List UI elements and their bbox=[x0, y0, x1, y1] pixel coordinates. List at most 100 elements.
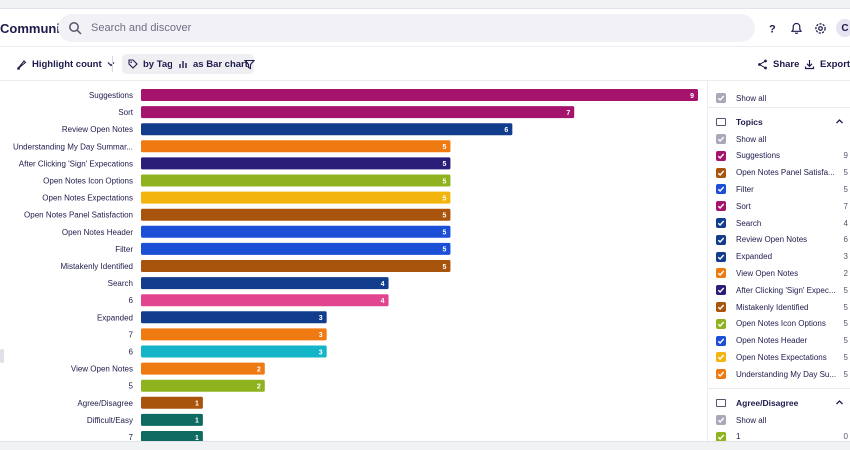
bar[interactable] bbox=[141, 379, 265, 392]
group-show-all-checkbox[interactable]: Show all bbox=[716, 413, 850, 427]
legend-item[interactable]: Open Notes Expectations 5 bbox=[716, 350, 850, 364]
category-label: Mistakenly Identified bbox=[61, 262, 133, 271]
legend-label: Open Notes Panel Satisfa... bbox=[736, 168, 835, 178]
legend-item[interactable]: Understanding My Day Su... 5 bbox=[716, 367, 850, 381]
legend-item[interactable]: View Open Notes 2 bbox=[716, 266, 850, 280]
bar[interactable] bbox=[141, 157, 451, 170]
group-by-tag-button[interactable]: by Tag bbox=[122, 54, 179, 74]
bar[interactable] bbox=[141, 362, 265, 375]
checkbox[interactable] bbox=[716, 218, 726, 228]
gear-icon[interactable] bbox=[812, 20, 828, 36]
legend-label: Open Notes Expectations bbox=[736, 352, 827, 362]
legend-count: 3 bbox=[843, 252, 848, 262]
legend-item[interactable]: Sort 7 bbox=[716, 199, 850, 213]
chart-toolbar: Highlight count by Tag as Bar chart Shar… bbox=[0, 47, 850, 81]
checkbox[interactable] bbox=[716, 369, 726, 380]
bar[interactable] bbox=[141, 311, 327, 324]
legend-item[interactable]: Review Open Notes 6 bbox=[716, 233, 850, 247]
user-avatar[interactable]: C bbox=[836, 19, 850, 37]
bar[interactable] bbox=[141, 208, 451, 221]
bar[interactable] bbox=[141, 260, 451, 272]
svg-text:?: ? bbox=[769, 24, 776, 35]
checkbox[interactable] bbox=[716, 251, 726, 262]
share-button[interactable]: Share bbox=[757, 54, 799, 74]
legend-item[interactable]: Expanded 3 bbox=[716, 250, 850, 264]
bar[interactable] bbox=[141, 345, 327, 358]
legend-count: 5 bbox=[843, 302, 848, 312]
checkbox[interactable] bbox=[716, 335, 726, 346]
highlight-count-dropdown[interactable]: Highlight count bbox=[16, 54, 115, 74]
category-label: Open Notes Icon Options bbox=[43, 177, 133, 186]
legend-item[interactable]: Open Notes Icon Options 5 bbox=[716, 317, 850, 331]
checkbox[interactable] bbox=[716, 415, 726, 425]
legend-item[interactable]: Search 4 bbox=[716, 216, 850, 230]
bar[interactable] bbox=[141, 413, 203, 426]
legend-item[interactable]: After Clicking 'Sign' Expec... 5 bbox=[716, 283, 850, 297]
checkbox[interactable] bbox=[716, 431, 726, 441]
help-icon[interactable]: ? bbox=[764, 20, 780, 36]
highlight-count-label: Highlight count bbox=[32, 58, 102, 70]
bar[interactable] bbox=[141, 89, 698, 101]
filter-icon bbox=[244, 59, 255, 69]
legend-label: Understanding My Day Su... bbox=[736, 369, 837, 379]
group-show-all-checkbox[interactable]: Show all bbox=[716, 132, 850, 146]
category-label: 5 bbox=[129, 382, 134, 391]
category-label: Open Notes Header bbox=[62, 228, 133, 237]
bar[interactable] bbox=[141, 328, 327, 341]
checkbox[interactable] bbox=[716, 150, 726, 161]
bell-icon[interactable] bbox=[788, 20, 804, 36]
checkbox[interactable] bbox=[716, 285, 726, 296]
checkbox[interactable] bbox=[716, 167, 726, 178]
checkbox[interactable] bbox=[716, 268, 726, 279]
legend-item[interactable]: Suggestions 9 bbox=[716, 149, 850, 163]
resize-handle[interactable] bbox=[0, 349, 4, 363]
legend-item[interactable]: Open Notes Header 5 bbox=[716, 334, 850, 348]
legend-label: Show all bbox=[736, 134, 767, 144]
bar[interactable] bbox=[141, 123, 513, 136]
legend-count: 5 bbox=[843, 369, 848, 379]
filter-button[interactable] bbox=[244, 54, 255, 74]
legend-label: Suggestions bbox=[736, 151, 781, 161]
checkbox[interactable] bbox=[716, 318, 726, 329]
legend-item[interactable]: Mistakenly Identified 5 bbox=[716, 300, 850, 314]
bar[interactable] bbox=[141, 225, 451, 238]
legend-item[interactable]: Open Notes Panel Satisfa... 5 bbox=[716, 166, 850, 180]
legend-count: 5 bbox=[843, 352, 848, 362]
chevron-down-icon bbox=[107, 62, 115, 67]
bar[interactable] bbox=[141, 242, 451, 255]
checkbox[interactable] bbox=[716, 201, 726, 212]
checkbox[interactable] bbox=[716, 93, 726, 103]
category-label: Agree/Disagree bbox=[77, 399, 133, 408]
checkbox[interactable] bbox=[716, 302, 726, 312]
legend-group-header[interactable]: Topics bbox=[716, 114, 850, 130]
bar-value-label: 5 bbox=[443, 178, 447, 185]
bar[interactable] bbox=[141, 106, 575, 119]
legend-group-title: Topics bbox=[736, 117, 763, 127]
chart-type-button[interactable]: as Bar chart bbox=[172, 54, 254, 74]
bar[interactable] bbox=[141, 174, 451, 187]
checkbox[interactable] bbox=[716, 134, 726, 144]
checkbox[interactable] bbox=[716, 234, 726, 245]
category-label: 7 bbox=[129, 433, 134, 442]
legend-group-header[interactable]: Agree/Disagree bbox=[716, 395, 850, 411]
legend-count: 5 bbox=[843, 184, 848, 194]
bar[interactable] bbox=[141, 191, 451, 204]
bar[interactable] bbox=[141, 294, 389, 307]
bar[interactable] bbox=[141, 277, 389, 290]
legend-item[interactable]: Filter 5 bbox=[716, 182, 850, 196]
bar-value-label: 7 bbox=[566, 110, 570, 117]
chevron-up-icon[interactable] bbox=[835, 398, 844, 407]
export-button[interactable]: Export bbox=[804, 54, 850, 74]
bar[interactable] bbox=[141, 431, 203, 442]
legend-count: 6 bbox=[843, 235, 848, 245]
search-input[interactable]: Search and discover bbox=[58, 14, 755, 42]
checkbox[interactable] bbox=[716, 352, 726, 363]
bar[interactable] bbox=[141, 140, 451, 153]
chevron-up-icon[interactable] bbox=[835, 117, 844, 126]
show-all-checkbox[interactable]: Show all bbox=[716, 91, 850, 105]
checkbox[interactable] bbox=[716, 184, 726, 195]
toolbar-divider bbox=[112, 56, 113, 72]
bar[interactable] bbox=[141, 396, 203, 409]
search-icon bbox=[69, 22, 82, 35]
